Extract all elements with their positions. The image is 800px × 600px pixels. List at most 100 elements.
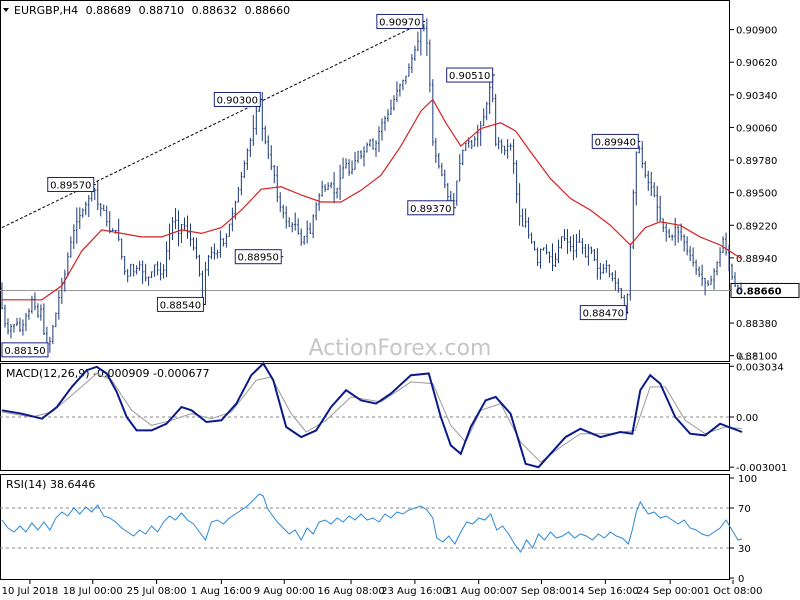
ohlc-bar xyxy=(42,303,45,335)
ohlc-bar xyxy=(707,280,710,287)
ohlc-bar xyxy=(315,202,318,221)
ohlc-bar xyxy=(15,317,18,327)
ohlc-bar xyxy=(207,254,210,276)
ohlc-bar xyxy=(189,223,192,247)
ohlc-bar xyxy=(39,304,42,321)
ohlc-bar xyxy=(401,79,404,91)
price-annotation: 0.88470 xyxy=(579,305,629,321)
ohlc-bar xyxy=(279,192,282,213)
ohlc-bar xyxy=(222,238,225,247)
rsi-panel: RSI(14) 38.6446 100 70 30 0 xyxy=(0,474,757,585)
ohlc-bar xyxy=(69,236,72,258)
ohlc-bar xyxy=(174,207,177,230)
ohlc-bar xyxy=(728,244,731,272)
ohlc-bar xyxy=(548,251,551,264)
ohlc-bar xyxy=(575,233,578,258)
ohlc-bar xyxy=(539,248,542,269)
ohlc-bar xyxy=(276,165,279,203)
ohlc-bar xyxy=(647,170,650,191)
annotation-label: 0.90510 xyxy=(449,71,490,82)
ohlc-bar xyxy=(267,135,270,160)
price-tick-label: 0.88380 xyxy=(736,319,777,330)
ohlc-bar xyxy=(455,180,458,206)
ohlc-bar xyxy=(54,312,57,328)
ohlc-bar xyxy=(75,207,78,244)
ohlc-bar xyxy=(318,193,321,211)
ohlc-bar xyxy=(369,139,372,147)
ohlc-bar xyxy=(150,271,153,279)
ohlc-bar xyxy=(470,140,473,150)
ohlc-bar xyxy=(386,109,389,122)
ohlc-bar xyxy=(383,115,386,131)
ohlc-bar xyxy=(605,260,608,273)
x-tick-label: 18 Jul 00:00 xyxy=(63,586,123,597)
ohlc-bar xyxy=(153,264,156,277)
price-annotation: 0.90510 xyxy=(446,67,495,83)
ohlc-bar xyxy=(342,157,345,179)
ohlc-bar xyxy=(303,235,306,245)
ohlc-bar xyxy=(228,223,231,237)
ohlc-bar xyxy=(581,238,584,255)
ohlc-bar xyxy=(596,248,599,280)
ohlc-bar xyxy=(273,164,276,184)
rsi-tick-label: 30 xyxy=(738,544,751,555)
ohlc-bar xyxy=(689,245,692,262)
ohlc-bar xyxy=(321,180,324,197)
ohlc-bar xyxy=(117,218,120,242)
ohlc-bar xyxy=(392,95,395,111)
ohlc-bar xyxy=(578,229,581,243)
rsi-tick-label: 0 xyxy=(738,574,744,585)
dropdown-triangle-icon[interactable] xyxy=(3,8,9,12)
ohlc-bar xyxy=(60,277,63,305)
ohlc-bar xyxy=(51,324,54,345)
ohlc-bar xyxy=(437,152,440,169)
ohlc-bar xyxy=(629,243,632,301)
x-tick-label: 16 Aug 08:00 xyxy=(317,586,384,597)
ohlc-bar xyxy=(461,149,464,166)
ohlc-bar xyxy=(476,124,479,147)
ohlc-bar xyxy=(671,234,674,241)
ohlc-bar xyxy=(557,239,560,264)
ohlc-bar xyxy=(701,264,704,286)
ohlc-bar xyxy=(488,79,491,115)
ohlc-bar xyxy=(360,150,363,160)
ohlc-bar xyxy=(288,217,291,228)
annotation-box xyxy=(213,91,261,107)
ohlc-bar xyxy=(674,217,677,246)
ohlc-bar xyxy=(635,151,638,206)
ohlc-bar xyxy=(108,211,111,234)
ohlc-bar xyxy=(554,252,557,267)
ohlc-bar xyxy=(252,114,255,146)
ohlc-bar xyxy=(138,260,141,271)
x-tick-label: 14 Sep 16:00 xyxy=(572,586,639,597)
ohlc-bar xyxy=(710,275,713,285)
ohlc-bar xyxy=(398,83,401,97)
ohlc-bar xyxy=(198,254,201,277)
ohlc-bar xyxy=(264,125,267,145)
ohlc-bar xyxy=(683,234,686,252)
ohlc-bar xyxy=(485,101,488,121)
ohlc-bar xyxy=(111,228,114,232)
x-tick-label: 1 Aug 16:00 xyxy=(191,586,252,597)
ohlc-bar xyxy=(129,263,132,277)
ohlc-bar xyxy=(141,260,144,284)
price-tick-label: 0.89780 xyxy=(736,156,777,167)
ohlc-bar xyxy=(57,290,60,320)
ohlc-bar xyxy=(351,160,354,175)
price-annotation: 0.90300 xyxy=(213,91,263,107)
rsi-tick-label: 100 xyxy=(738,474,757,485)
x-tick-label: 1 Oct 08:00 xyxy=(704,586,763,597)
price-panel: ActionForex.com EURGBP,H4 0.88689 0.8871… xyxy=(0,0,800,363)
price-annotation: 0.89370 xyxy=(407,200,456,216)
macd-signal-line xyxy=(1,372,743,463)
ohlc-bar xyxy=(662,218,665,233)
ohlc-bar xyxy=(210,246,213,260)
ohlc-bar xyxy=(512,139,515,174)
ohlc-bar xyxy=(48,336,51,353)
ohlc-bar xyxy=(237,186,240,203)
annotation-label: 0.89370 xyxy=(410,204,451,215)
ohlc-bar xyxy=(584,243,587,258)
ohlc-bar xyxy=(443,169,446,189)
ohlc-bar xyxy=(336,187,339,199)
